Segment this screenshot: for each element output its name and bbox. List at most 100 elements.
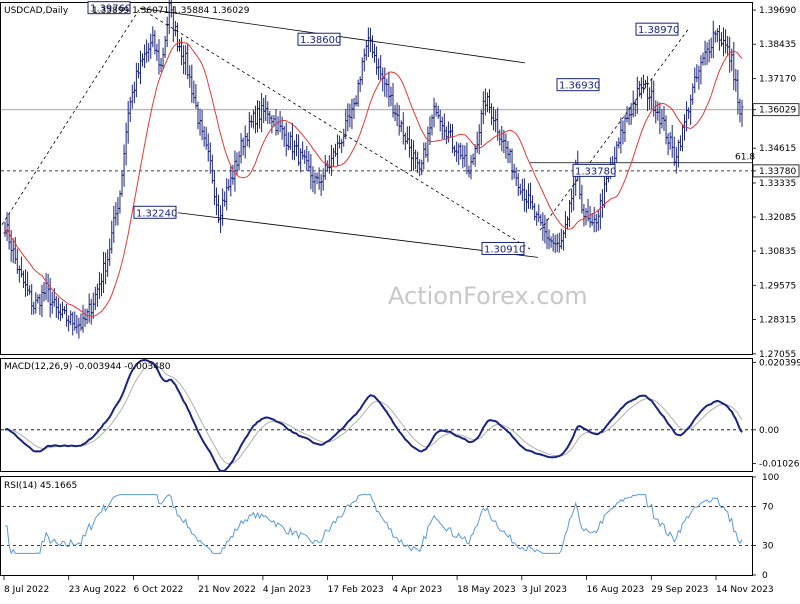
watermark: ActionForex.com bbox=[388, 282, 588, 310]
price-bar bbox=[110, 221, 113, 254]
rsi-title: RSI(14) 45.1665 bbox=[4, 481, 77, 491]
price-bar bbox=[597, 210, 600, 232]
price-bar bbox=[726, 36, 729, 55]
price-bar bbox=[69, 310, 72, 325]
price-bar bbox=[531, 195, 534, 210]
price-bar bbox=[365, 41, 368, 61]
macd-title: MACD(12,26,9) -0.003944 -0.003480 bbox=[4, 362, 171, 372]
price-bar bbox=[738, 99, 741, 123]
price-bar bbox=[463, 145, 466, 167]
price-bar bbox=[396, 103, 399, 126]
price-bar bbox=[367, 27, 370, 57]
price-bar bbox=[572, 177, 575, 211]
price-bar bbox=[681, 124, 684, 151]
price-panel: 61.8 1.397601.386001.322401.309101.36930… bbox=[1, 0, 800, 360]
price-bar bbox=[139, 51, 142, 85]
price-bar bbox=[270, 115, 273, 133]
price-bar bbox=[389, 87, 392, 107]
trendline-rise-2022 bbox=[2, 8, 140, 225]
rsi-y-tick-label: 100 bbox=[762, 473, 779, 483]
price-bar bbox=[394, 105, 397, 121]
price-bar bbox=[219, 205, 222, 233]
price-bar bbox=[90, 299, 93, 325]
price-bar bbox=[412, 140, 415, 171]
price-tag-label: 1.36930 bbox=[559, 81, 600, 92]
price-bar bbox=[67, 315, 70, 331]
price-bar bbox=[636, 77, 639, 114]
price-bar bbox=[529, 183, 532, 209]
price-bar bbox=[289, 132, 292, 150]
price-bar bbox=[268, 111, 271, 124]
price-bar bbox=[307, 151, 310, 171]
price-bar bbox=[209, 142, 212, 173]
price-bar bbox=[51, 292, 54, 314]
price-bar bbox=[566, 216, 569, 229]
price-bar bbox=[121, 170, 124, 196]
price-bar bbox=[320, 174, 323, 196]
price-bar bbox=[258, 101, 261, 129]
price-bar bbox=[570, 189, 573, 213]
price-bar bbox=[669, 132, 672, 150]
price-bar bbox=[174, 21, 177, 36]
price-bar bbox=[552, 233, 555, 251]
y-tick-label: 1.33780 bbox=[759, 167, 796, 177]
price-bar bbox=[478, 124, 481, 154]
price-bar bbox=[699, 55, 702, 84]
price-bar bbox=[494, 110, 497, 133]
price-tag-132240: 1.32240 bbox=[134, 206, 177, 219]
price-bar bbox=[82, 305, 85, 333]
price-bar bbox=[420, 160, 423, 175]
price-bar bbox=[527, 183, 530, 208]
price-bar bbox=[724, 29, 727, 53]
price-bar bbox=[166, 17, 169, 47]
price-bar bbox=[86, 309, 89, 324]
price-bar bbox=[648, 87, 651, 109]
price-bar bbox=[24, 269, 27, 296]
price-bar bbox=[519, 184, 522, 195]
price-bar bbox=[517, 173, 520, 196]
price-bar bbox=[238, 151, 241, 170]
price-bar bbox=[459, 143, 462, 160]
price-bar bbox=[135, 63, 138, 97]
price-bar bbox=[16, 249, 19, 274]
price-bar bbox=[149, 34, 152, 59]
price-bar bbox=[88, 293, 91, 322]
price-bar bbox=[472, 153, 475, 164]
price-bar bbox=[601, 189, 604, 218]
price-bar bbox=[43, 282, 46, 302]
price-bar bbox=[28, 285, 31, 295]
price-bar bbox=[246, 133, 249, 147]
price-bar bbox=[199, 109, 202, 136]
price-bar bbox=[535, 211, 538, 225]
price-bar bbox=[634, 99, 637, 116]
y-tick-label: 1.37170 bbox=[759, 75, 796, 85]
price-bar bbox=[482, 91, 485, 124]
price-bar bbox=[377, 58, 380, 80]
price-chart-title: USDCAD,Daily bbox=[4, 6, 69, 16]
price-bar bbox=[342, 129, 345, 147]
price-bar bbox=[465, 143, 468, 175]
price-tag-138970: 1.38970 bbox=[636, 23, 679, 36]
price-bar bbox=[492, 107, 495, 131]
y-tick-label: 1.39690 bbox=[759, 6, 796, 16]
price-bar bbox=[387, 72, 390, 107]
price-bar bbox=[712, 21, 715, 59]
price-bar bbox=[350, 99, 353, 129]
price-bar bbox=[40, 285, 43, 317]
price-bar bbox=[137, 63, 140, 78]
price-bar bbox=[180, 37, 183, 65]
price-bar bbox=[736, 70, 739, 115]
x-tick-label: 4 Apr 2023 bbox=[392, 585, 442, 595]
x-tick-label: 6 Oct 2022 bbox=[133, 585, 183, 595]
price-bar bbox=[332, 148, 335, 166]
price-bar bbox=[182, 45, 185, 74]
price-bar bbox=[336, 134, 339, 165]
price-bar bbox=[301, 141, 304, 159]
price-bar bbox=[227, 179, 230, 191]
price-bar bbox=[383, 67, 386, 96]
price-bar bbox=[4, 221, 7, 236]
price-bar bbox=[708, 39, 711, 62]
price-bar bbox=[439, 110, 442, 131]
price-bar bbox=[355, 95, 358, 106]
